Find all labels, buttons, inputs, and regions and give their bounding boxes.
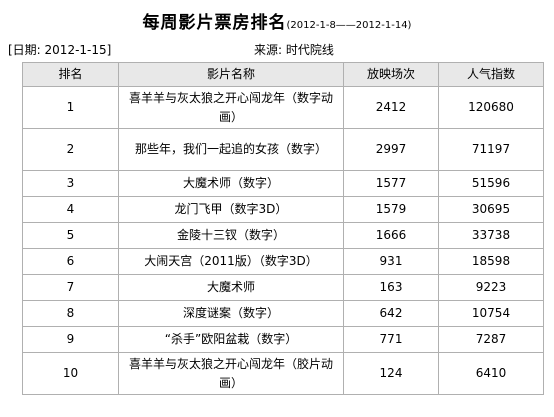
table-header-row: 排名 影片名称 放映场次 人气指数 <box>22 62 544 87</box>
shows-cell: 124 <box>343 352 439 395</box>
table-row: 5 金陵十三钗（数字） 1666 33738 <box>22 222 544 249</box>
popularity-cell: 33738 <box>438 222 544 249</box>
film-cell: 大魔术师 <box>118 274 344 301</box>
column-header-popularity: 人气指数 <box>438 62 544 87</box>
rank-cell: 9 <box>22 326 119 353</box>
film-cell: 大闹天宫（2011版）（数字3D） <box>118 248 344 275</box>
popularity-cell: 51596 <box>438 170 544 197</box>
table-row: 7 大魔术师 163 9223 <box>22 274 544 301</box>
table-row: 6 大闹天宫（2011版）（数字3D） 931 18598 <box>22 248 544 275</box>
shows-cell: 931 <box>343 248 439 275</box>
shows-cell: 1579 <box>343 196 439 223</box>
report-date: [日期: 2012-1-15] <box>8 43 112 57</box>
popularity-cell: 9223 <box>438 274 544 301</box>
shows-cell: 1666 <box>343 222 439 249</box>
box-office-table: 排名 影片名称 放映场次 人气指数 1 喜羊羊与灰太狼之开心闯龙年（数字动画） … <box>22 62 544 395</box>
table-row: 8 深度谜案（数字） 642 10754 <box>22 300 544 327</box>
rank-cell: 10 <box>22 352 119 395</box>
report-source: 来源: 时代院线 <box>254 43 334 57</box>
rank-cell: 6 <box>22 248 119 275</box>
column-header-film: 影片名称 <box>118 62 344 87</box>
column-header-shows: 放映场次 <box>343 62 439 87</box>
table-row: 4 龙门飞甲（数字3D） 1579 30695 <box>22 196 544 223</box>
film-cell: 喜羊羊与灰太狼之开心闯龙年（胶片动画） <box>118 352 344 395</box>
shows-cell: 2412 <box>343 86 439 129</box>
date-range: (2012-1-8——2012-1-14) <box>286 20 412 31</box>
popularity-cell: 6410 <box>438 352 544 395</box>
table-row: 3 大魔术师（数字） 1577 51596 <box>22 170 544 197</box>
page-title: 每周影片票房排名(2012-1-8——2012-1-14) <box>0 8 554 33</box>
table-row: 2 那些年，我们一起追的女孩（数字） 2997 71197 <box>22 128 544 171</box>
film-cell: 金陵十三钗（数字） <box>118 222 344 249</box>
shows-cell: 1577 <box>343 170 439 197</box>
table-row: 10 喜羊羊与灰太狼之开心闯龙年（胶片动画） 124 6410 <box>22 352 544 395</box>
rank-cell: 2 <box>22 128 119 171</box>
popularity-cell: 10754 <box>438 300 544 327</box>
rank-cell: 3 <box>22 170 119 197</box>
rank-cell: 5 <box>22 222 119 249</box>
rank-cell: 8 <box>22 300 119 327</box>
shows-cell: 642 <box>343 300 439 327</box>
film-cell: 那些年，我们一起追的女孩（数字） <box>118 128 344 171</box>
popularity-cell: 71197 <box>438 128 544 171</box>
film-cell: “杀手”欧阳盆栽（数字） <box>118 326 344 353</box>
column-header-rank: 排名 <box>22 62 119 87</box>
film-cell: 大魔术师（数字） <box>118 170 344 197</box>
rank-cell: 7 <box>22 274 119 301</box>
film-cell: 深度谜案（数字） <box>118 300 344 327</box>
film-cell: 喜羊羊与灰太狼之开心闯龙年（数字动画） <box>118 86 344 129</box>
title-text: 每周影片票房排名 <box>142 13 287 33</box>
shows-cell: 2997 <box>343 128 439 171</box>
shows-cell: 163 <box>343 274 439 301</box>
table-row: 1 喜羊羊与灰太狼之开心闯龙年（数字动画） 2412 120680 <box>22 86 544 129</box>
popularity-cell: 120680 <box>438 86 544 129</box>
rank-cell: 4 <box>22 196 119 223</box>
shows-cell: 771 <box>343 326 439 353</box>
popularity-cell: 18598 <box>438 248 544 275</box>
popularity-cell: 30695 <box>438 196 544 223</box>
table-row: 9 “杀手”欧阳盆栽（数字） 771 7287 <box>22 326 544 353</box>
popularity-cell: 7287 <box>438 326 544 353</box>
film-cell: 龙门飞甲（数字3D） <box>118 196 344 223</box>
rank-cell: 1 <box>22 86 119 129</box>
